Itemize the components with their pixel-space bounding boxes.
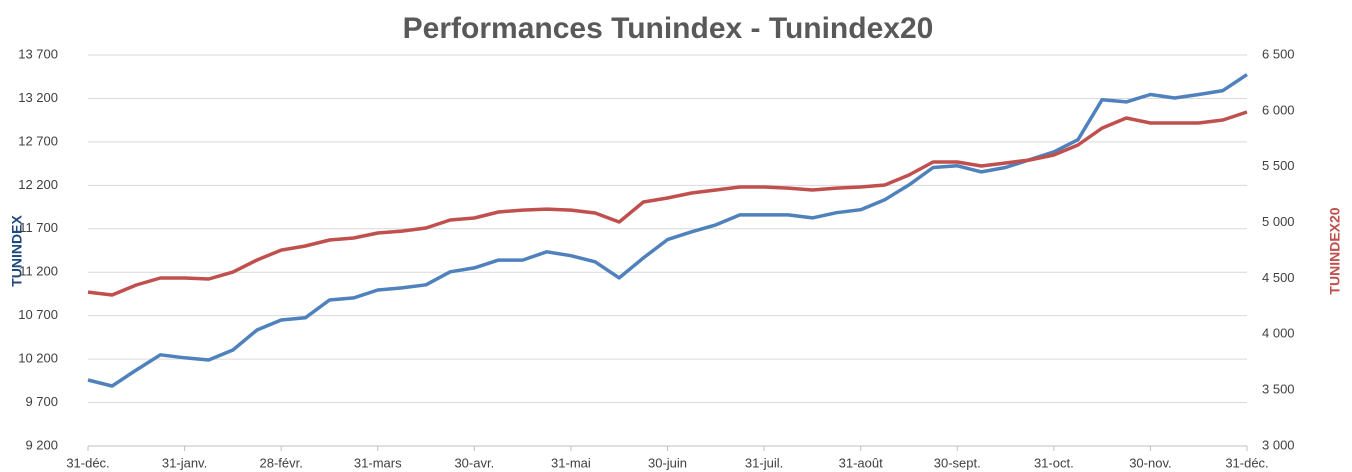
y2-tick-label: 6 000 [1262, 102, 1295, 117]
series-line [87, 110, 1248, 297]
y-tick-label: 10 200 [18, 351, 58, 366]
y-tick-label: 11 200 [19, 264, 58, 279]
x-tick-label: 31-déc. [1225, 455, 1268, 470]
y-tick-label: 9 700 [25, 394, 58, 409]
x-tick-label: 31-mars [354, 455, 402, 470]
y-tick-label: 13 200 [18, 90, 58, 105]
x-tick-label: 31-mai [551, 455, 591, 470]
x-tick-label: 30-nov. [1129, 455, 1171, 470]
x-tick-label: 30-juin [648, 455, 687, 470]
y-tick-label: 9 200 [25, 437, 58, 452]
y-tick-label: 13 700 [18, 46, 58, 61]
y2-axis-title: TUNINDEX20 [1327, 207, 1343, 294]
y2-tick-label: 5 000 [1262, 214, 1295, 229]
y2-tick-label: 3 000 [1262, 437, 1295, 452]
y2-tick-label: 4 000 [1262, 326, 1295, 341]
y2-tick-label: 6 500 [1262, 46, 1295, 61]
y2-tick-label: 3 500 [1262, 382, 1295, 397]
x-tick-label: 30-sept. [934, 455, 981, 470]
x-tick-label: 28-févr. [259, 455, 302, 470]
x-tick-label: 31-juil. [745, 455, 783, 470]
series-line [87, 73, 1248, 388]
x-tick-label: 31-oct. [1034, 455, 1074, 470]
y-axis-title: TUNINDEX [9, 215, 25, 287]
y-tick-label: 10 700 [18, 307, 58, 322]
y-tick-label: 12 700 [18, 133, 58, 148]
y2-tick-label: 4 500 [1262, 270, 1295, 285]
y2-tick-label: 5 500 [1262, 158, 1295, 173]
x-tick-label: 31-déc. [66, 455, 109, 470]
x-tick-label: 31-août [839, 455, 883, 470]
x-tick-label: 30-avr. [454, 455, 494, 470]
chart-title: Performances Tunindex - Tunindex20 [403, 12, 934, 45]
y-tick-label: 12 200 [18, 177, 58, 192]
x-tick-label: 31-janv. [162, 455, 207, 470]
y-tick-label: 11 700 [19, 220, 58, 235]
